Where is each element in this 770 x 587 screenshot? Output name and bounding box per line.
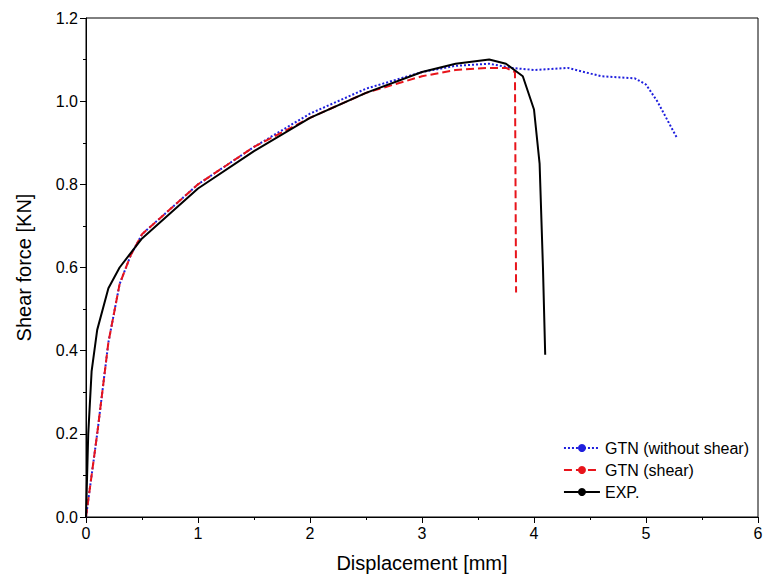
svg-text:6: 6 bbox=[754, 525, 763, 542]
svg-text:GTN (without shear): GTN (without shear) bbox=[605, 440, 749, 457]
svg-text:0.8: 0.8 bbox=[56, 176, 78, 193]
svg-text:0: 0 bbox=[82, 525, 91, 542]
svg-text:EXP.: EXP. bbox=[605, 484, 639, 501]
svg-text:0.0: 0.0 bbox=[56, 509, 78, 526]
svg-text:GTN (shear): GTN (shear) bbox=[605, 462, 694, 479]
svg-text:0.4: 0.4 bbox=[56, 342, 78, 359]
svg-text:4: 4 bbox=[530, 525, 539, 542]
svg-text:0.6: 0.6 bbox=[56, 259, 78, 276]
svg-text:3: 3 bbox=[418, 525, 427, 542]
svg-text:5: 5 bbox=[642, 525, 651, 542]
svg-text:1.0: 1.0 bbox=[56, 93, 78, 110]
svg-text:1.2: 1.2 bbox=[56, 10, 78, 27]
svg-text:Shear force [KN]: Shear force [KN] bbox=[13, 194, 35, 342]
svg-text:Displacement [mm]: Displacement [mm] bbox=[336, 552, 507, 574]
svg-text:1: 1 bbox=[194, 525, 203, 542]
svg-text:0.2: 0.2 bbox=[56, 425, 78, 442]
svg-text:2: 2 bbox=[306, 525, 315, 542]
